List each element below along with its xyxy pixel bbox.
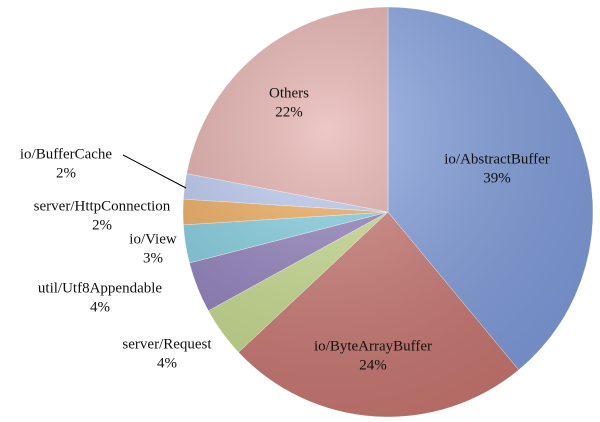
slice-label: util/Utf8Appendable (38, 280, 162, 296)
slice-label: io/View (129, 231, 177, 247)
slice-label: server/Request (122, 336, 212, 352)
slice-label: io/BufferCache (20, 146, 113, 162)
labels: io/AbstractBuffer 39% io/ByteArrayBuffer 24… (20, 85, 550, 373)
slice-value-label: 22% (275, 104, 303, 120)
pie (182, 6, 594, 418)
slice-value-label: 4% (90, 299, 110, 315)
slice-label: io/ByteArrayBuffer (314, 338, 432, 354)
slice-value-label: 3% (143, 250, 163, 266)
slice-value-label: 2% (92, 217, 112, 233)
slice-value-label: 24% (359, 357, 387, 373)
slice-value-label: 4% (157, 355, 177, 371)
slice-label: io/AbstractBuffer (444, 151, 550, 167)
slice-label: Others (269, 85, 309, 101)
slice-value-label: 39% (483, 170, 511, 186)
leader-line (122, 154, 187, 189)
slice-label: server/HttpConnection (34, 198, 171, 214)
slice-value-label: 2% (56, 165, 76, 181)
